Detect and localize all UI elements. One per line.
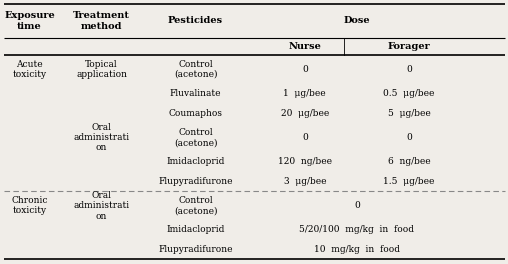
Text: 1.5  μg/bee: 1.5 μg/bee xyxy=(383,177,435,186)
Text: Treatment
method: Treatment method xyxy=(73,11,130,31)
Text: 0.5  μg/bee: 0.5 μg/bee xyxy=(383,89,435,98)
Text: Exposure
time: Exposure time xyxy=(4,11,55,31)
Text: 0: 0 xyxy=(302,65,308,74)
Text: Coumaphos: Coumaphos xyxy=(169,109,223,118)
Text: Oral
administrati
on: Oral administrati on xyxy=(74,191,130,220)
Text: Dose: Dose xyxy=(343,16,370,25)
Text: Flupyradifurone: Flupyradifurone xyxy=(158,177,233,186)
Text: 0: 0 xyxy=(302,133,308,142)
Text: 120  ng/bee: 120 ng/bee xyxy=(278,157,332,166)
Text: Imidacloprid: Imidacloprid xyxy=(167,225,225,234)
Text: Oral
administrati
on: Oral administrati on xyxy=(74,122,130,152)
Text: Imidacloprid: Imidacloprid xyxy=(167,157,225,166)
Text: 5/20/100  mg/kg  in  food: 5/20/100 mg/kg in food xyxy=(299,225,415,234)
Text: Control
(acetone): Control (acetone) xyxy=(174,60,217,79)
Text: Flupyradifurone: Flupyradifurone xyxy=(158,245,233,254)
Text: 0: 0 xyxy=(354,201,360,210)
Text: Topical
application: Topical application xyxy=(76,60,127,79)
Text: Acute
toxicity: Acute toxicity xyxy=(12,60,47,79)
Text: 5  μg/bee: 5 μg/bee xyxy=(388,109,430,118)
Text: Control
(acetone): Control (acetone) xyxy=(174,196,217,215)
Text: 1  μg/bee: 1 μg/bee xyxy=(283,89,326,98)
Text: 6  ng/bee: 6 ng/bee xyxy=(388,157,430,166)
Text: 3  μg/bee: 3 μg/bee xyxy=(283,177,326,186)
Text: 0: 0 xyxy=(406,133,412,142)
Text: 20  μg/bee: 20 μg/bee xyxy=(281,109,329,118)
Text: Pesticides: Pesticides xyxy=(168,16,223,25)
Text: 0: 0 xyxy=(406,65,412,74)
Text: Nurse: Nurse xyxy=(289,42,321,51)
Text: Fluvalinate: Fluvalinate xyxy=(170,89,221,98)
Text: Control
(acetone): Control (acetone) xyxy=(174,128,217,147)
Text: Forager: Forager xyxy=(388,42,430,51)
Text: Chronic
toxicity: Chronic toxicity xyxy=(11,196,48,215)
Text: 10  mg/kg  in  food: 10 mg/kg in food xyxy=(314,245,400,254)
